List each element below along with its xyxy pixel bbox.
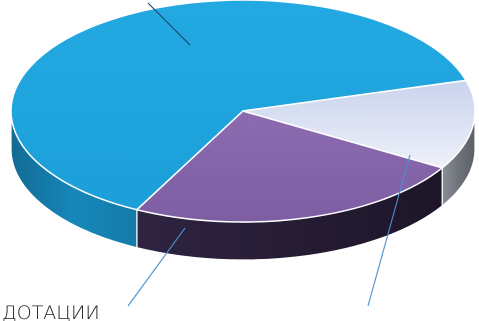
slice-purple	[136, 110, 444, 223]
slice-dotatsii-leader-line	[127, 227, 186, 307]
slice-purple-leader-line	[367, 154, 411, 307]
slice-blue	[10, 0, 467, 211]
slice-dotatsii-label: ДОТАЦИИ	[2, 302, 100, 321]
slice-dotatsii	[242, 79, 476, 169]
slice-blue-leader-line	[147, 2, 191, 46]
